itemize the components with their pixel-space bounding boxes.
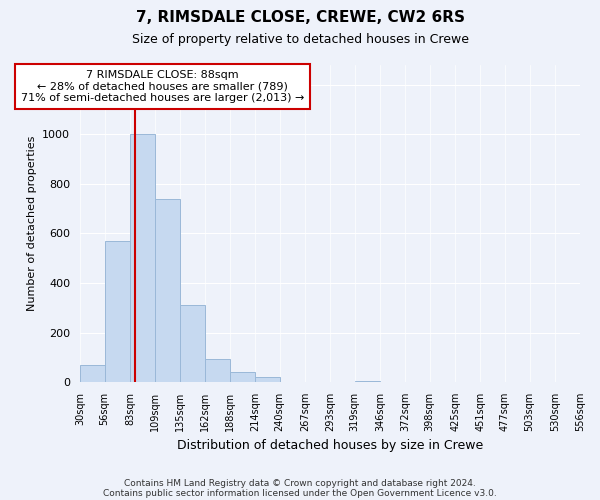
Bar: [355, 381, 380, 382]
Text: Contains HM Land Registry data © Crown copyright and database right 2024.: Contains HM Land Registry data © Crown c…: [124, 478, 476, 488]
Text: Contains public sector information licensed under the Open Government Licence v3: Contains public sector information licen…: [103, 488, 497, 498]
Bar: [104, 241, 130, 382]
Text: 7, RIMSDALE CLOSE, CREWE, CW2 6RS: 7, RIMSDALE CLOSE, CREWE, CW2 6RS: [136, 10, 464, 25]
Bar: [130, 134, 155, 382]
Bar: [155, 199, 180, 382]
Bar: [255, 377, 280, 382]
Text: 7 RIMSDALE CLOSE: 88sqm
← 28% of detached houses are smaller (789)
71% of semi-d: 7 RIMSDALE CLOSE: 88sqm ← 28% of detache…: [21, 70, 304, 103]
Bar: [230, 372, 255, 382]
Bar: [180, 306, 205, 382]
Text: Size of property relative to detached houses in Crewe: Size of property relative to detached ho…: [131, 32, 469, 46]
Y-axis label: Number of detached properties: Number of detached properties: [26, 136, 37, 311]
Bar: [80, 364, 104, 382]
X-axis label: Distribution of detached houses by size in Crewe: Distribution of detached houses by size …: [177, 440, 483, 452]
Bar: [205, 358, 230, 382]
